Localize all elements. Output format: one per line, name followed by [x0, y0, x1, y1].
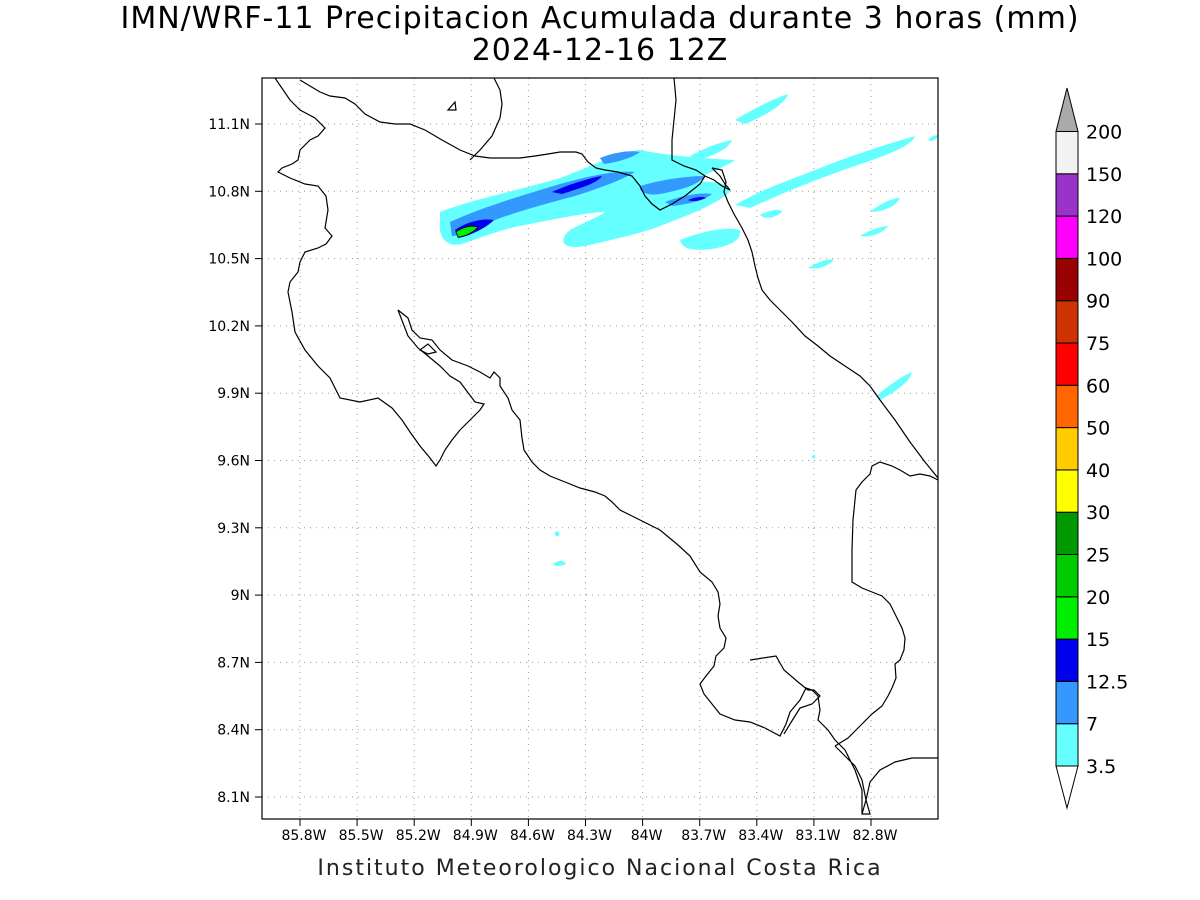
colorbar-label: 12.5: [1086, 671, 1128, 693]
colorbar-swatch: [1055, 596, 1079, 640]
precip-area-12-5: [552, 176, 602, 194]
colorbar-label: 100: [1086, 248, 1122, 270]
lat-tick-label: 8.7N: [217, 655, 250, 671]
precip-area-3-5: [870, 198, 900, 212]
lat-tick-label: 9.3N: [217, 521, 250, 537]
colorbar-swatch: [1055, 173, 1079, 217]
precip-area-3-5: [554, 531, 560, 537]
lon-tick-label: 85.5W: [339, 828, 384, 844]
lat-tick-label: 9N: [231, 588, 250, 604]
lon-tick-label: 84.6W: [510, 828, 555, 844]
precip-area-3-5: [553, 561, 566, 566]
precip-area-3-5: [439, 150, 735, 248]
coastline: [274, 78, 938, 815]
institution-footer: Instituto Meteorologico Nacional Costa R…: [317, 856, 883, 881]
colorbar-label: 60: [1086, 375, 1110, 397]
precip-area-3-5: [680, 228, 741, 250]
map-date: 2024-12-16 12Z: [471, 33, 729, 68]
longitude-labels: 85.8W 85.5W 85.2W 84.9W 84.6W 84.3W 84W 83.7W 83…: [281, 819, 898, 844]
colorbar-swatch: [1055, 554, 1079, 598]
colorbar-label: 200: [1086, 122, 1122, 144]
lat-tick-label: 11.1N: [208, 117, 250, 133]
colorbar-label: 75: [1086, 333, 1110, 355]
lon-tick-label: 84.9W: [453, 828, 498, 844]
precip-area-3-5: [735, 94, 788, 124]
precip-area-3-5: [876, 372, 912, 400]
lon-tick-label: 82.8W: [852, 828, 897, 844]
colorbar-label: 7: [1086, 714, 1098, 736]
precip-area-3-5: [735, 136, 915, 208]
colorbar-label: 25: [1086, 545, 1110, 567]
colorbar-swatch: [1055, 342, 1079, 386]
colorbar-swatch: [1055, 257, 1079, 302]
lon-tick-label: 83.1W: [795, 828, 840, 844]
colorbar-label: 20: [1086, 587, 1110, 609]
precip-area-7: [665, 193, 712, 206]
lat-tick-label: 9.6N: [217, 454, 250, 470]
colorbar-label: 15: [1086, 629, 1110, 651]
precip-area-7: [600, 151, 640, 164]
latitude-labels: 11.1N 10.8N 10.5N 10.2N 9.9N 9.6N 9.3N 9N 8.7N 8.…: [208, 117, 262, 806]
colorbar-swatch: [1055, 680, 1079, 725]
map-frame: [261, 77, 939, 820]
lon-tick-label: 84.3W: [567, 828, 612, 844]
precip-area-12-5: [688, 196, 706, 202]
precip-area-3-5: [811, 454, 816, 459]
colorbar-swatch: [1055, 384, 1079, 429]
precip-area-7: [450, 171, 635, 236]
colorbar-swatch: [1055, 427, 1079, 471]
colorbar-label: 150: [1086, 164, 1122, 186]
colorbar-label: 3.5: [1086, 756, 1116, 778]
precip-area-3-5: [808, 259, 834, 269]
precip-area-3-5: [860, 226, 888, 237]
colorbar-label: 50: [1086, 418, 1110, 440]
colorbar-label: 40: [1086, 460, 1110, 482]
colorbar-label: 120: [1086, 206, 1122, 228]
precip-area-3-5: [760, 209, 782, 218]
lat-tick-label: 8.4N: [217, 723, 250, 739]
lon-tick-label: 85.2W: [396, 828, 441, 844]
colorbar-label: 90: [1086, 291, 1110, 313]
precip-area-7: [639, 176, 705, 195]
colorbar-swatch: [1055, 131, 1079, 175]
lon-tick-label: 83.7W: [681, 828, 726, 844]
lat-tick-label: 8.1N: [217, 790, 250, 806]
colorbar-label: 30: [1086, 502, 1110, 524]
colorbar-swatch: [1055, 300, 1079, 344]
colorbar-swatch: [1055, 215, 1079, 259]
colorbar-under-triangle: [1055, 765, 1079, 810]
lat-tick-label: 10.2N: [208, 319, 250, 335]
precip-area-15: [455, 225, 479, 238]
precip-area-3-5: [928, 135, 938, 141]
lon-tick-label: 84W: [631, 828, 663, 844]
lat-tick-label: 10.8N: [208, 184, 250, 200]
colorbar-swatch: [1055, 638, 1079, 682]
map-title: IMN/WRF-11 Precipitacion Acumulada duran…: [120, 1, 1080, 36]
precipitation-contours: [439, 94, 938, 566]
colorbar-swatch: [1055, 469, 1079, 513]
lon-tick-label: 83.4W: [738, 828, 783, 844]
precip-area-3-5: [690, 140, 732, 160]
colorbar-swatch: [1055, 723, 1079, 767]
lat-tick-label: 9.9N: [217, 386, 250, 402]
colorbar-swatch: [1055, 511, 1079, 556]
colorbar-over-triangle: [1055, 87, 1079, 132]
lat-tick-label: 10.5N: [208, 252, 250, 268]
lon-tick-label: 85.8W: [281, 828, 326, 844]
